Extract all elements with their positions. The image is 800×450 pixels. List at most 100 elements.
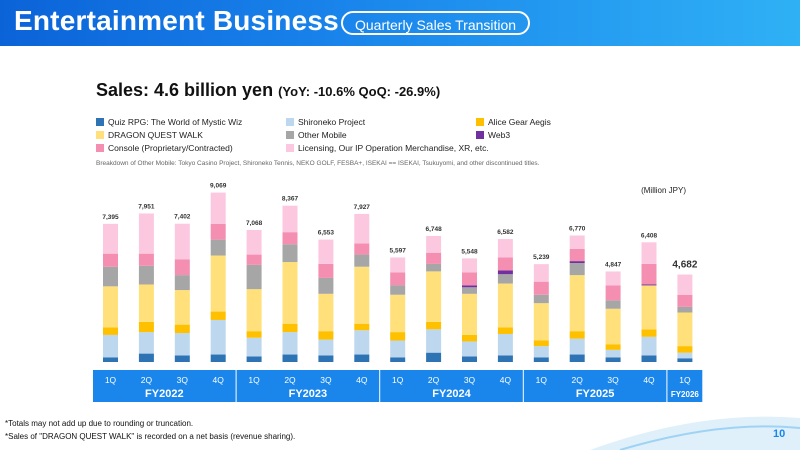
sales-summary: Sales: 4.6 billion yen (YoY: -10.6% QoQ:… (96, 80, 440, 101)
bar-segment (246, 289, 262, 332)
footnote-rounding: *Totals may not add up due to rounding o… (5, 419, 194, 428)
bar-segment (641, 263, 657, 285)
quarter-tick-label: 4Q (643, 375, 655, 385)
total-label: 7,402 (174, 214, 191, 221)
bar-segment (426, 352, 442, 362)
fiscal-year-band (236, 370, 380, 402)
bar-segment (533, 303, 549, 341)
bar-segment (138, 321, 154, 333)
bar-segment (354, 323, 370, 331)
fiscal-year-label: FY2023 (289, 388, 328, 400)
quarter-tick-label: 1Q (536, 375, 548, 385)
legend-label: Other Mobile (298, 130, 347, 140)
total-label: 6,748 (425, 226, 442, 233)
bar-segment (462, 258, 477, 273)
bar-segment (462, 356, 477, 362)
bar-segment (210, 255, 226, 312)
bar-segment (677, 294, 693, 307)
bar-segment (497, 257, 513, 271)
bar-segment (282, 232, 298, 245)
bar-segment (103, 334, 118, 358)
bar-segment (533, 340, 549, 347)
fiscal-year-band (380, 370, 523, 402)
bar-segment (174, 259, 190, 276)
bar-segment (462, 293, 477, 335)
sales-main: Sales: 4.6 billion yen (96, 80, 274, 100)
total-label: 6,582 (497, 229, 514, 236)
bar-segment (497, 274, 513, 284)
page-number: 10 (773, 428, 786, 440)
total-label: 6,770 (569, 226, 586, 233)
total-label: 8,367 (282, 196, 299, 203)
total-label: 5,239 (533, 254, 550, 261)
total-label: 5,597 (390, 247, 407, 254)
bar-segment (246, 331, 262, 338)
quarter-tick-label: 2Q (428, 375, 440, 385)
subtitle-pill: Quarterly Sales Transition (341, 11, 531, 35)
bar-segment (174, 324, 190, 334)
bar-segment (246, 356, 262, 362)
bar-segment (354, 354, 370, 362)
bar-segment (641, 284, 657, 286)
quarter-tick-label: 2Q (572, 375, 584, 385)
legend-swatch (96, 144, 104, 152)
bar-segment (497, 283, 513, 328)
legend-label: Alice Gear Aegis (488, 117, 551, 127)
bar-segment (282, 205, 298, 233)
bar-segment (569, 275, 585, 332)
bar-segment (426, 321, 442, 330)
bar-segment (210, 311, 226, 320)
bar-segment (497, 327, 513, 334)
fiscal-year-band (523, 370, 667, 402)
bar-segment (462, 341, 477, 357)
bar-segment (462, 285, 477, 288)
bar-segment (605, 285, 621, 301)
bar-segment (354, 266, 370, 324)
legend-item: DRAGON QUEST WALK (96, 130, 203, 140)
bar-segment (246, 254, 262, 265)
bar-segment (282, 354, 298, 362)
bar-segment (282, 323, 298, 333)
legend-item: Alice Gear Aegis (476, 117, 551, 127)
bar-segment (103, 286, 118, 328)
fiscal-year-label: FY2025 (576, 388, 615, 400)
legend-item: Licensing, Our IP Operation Merchandise,… (286, 143, 489, 153)
bar-segment (533, 294, 549, 304)
bar-segment (390, 272, 406, 286)
unit-label: (Million JPY) (641, 186, 686, 195)
bar-segment (462, 287, 477, 294)
fiscal-year-label: FY2024 (432, 388, 471, 400)
bar-segment (103, 357, 118, 362)
bar-segment (569, 262, 585, 276)
bar-segment (282, 262, 298, 324)
bar-segment (318, 277, 334, 294)
legend-item: Console (Proprietary/Contracted) (96, 143, 233, 153)
quarter-tick-label: 2Q (284, 375, 296, 385)
bar-segment (497, 270, 513, 275)
bar-segment (138, 253, 154, 266)
bar-segment (138, 332, 154, 354)
bar-segment (174, 355, 190, 362)
legend-label: Licensing, Our IP Operation Merchandise,… (298, 143, 489, 153)
bar-segment (677, 306, 693, 313)
quarter-tick-label: 1Q (105, 375, 117, 385)
legend-item: Other Mobile (286, 130, 347, 140)
legend-label: Quiz RPG: The World of Mystic Wiz (108, 117, 243, 127)
sales-change: (YoY: -10.6% QoQ: -26.9%) (278, 84, 441, 99)
bar-segment (533, 264, 549, 282)
bar-segment (641, 242, 657, 264)
bar-segment (677, 312, 693, 347)
legend-label: Shironeko Project (298, 117, 366, 127)
bar-segment (318, 239, 334, 264)
quarter-tick-label: 1Q (392, 375, 404, 385)
quarter-tick-label: 4Q (356, 375, 368, 385)
bar-segment (138, 213, 154, 254)
legend-swatch (96, 131, 104, 139)
quarter-tick-label: 3Q (464, 375, 476, 385)
bar-segment (426, 329, 442, 353)
stacked-bar-chart: 7,395 7,951 7,402 9,069 7,068 8,367 6,553 7,927… (93, 183, 703, 402)
legend-item: Shironeko Project (286, 117, 365, 127)
bar-segment (569, 331, 585, 339)
footnotes: *Totals may not add up due to rounding o… (5, 417, 295, 443)
quarter-tick-label: 1Q (248, 375, 260, 385)
